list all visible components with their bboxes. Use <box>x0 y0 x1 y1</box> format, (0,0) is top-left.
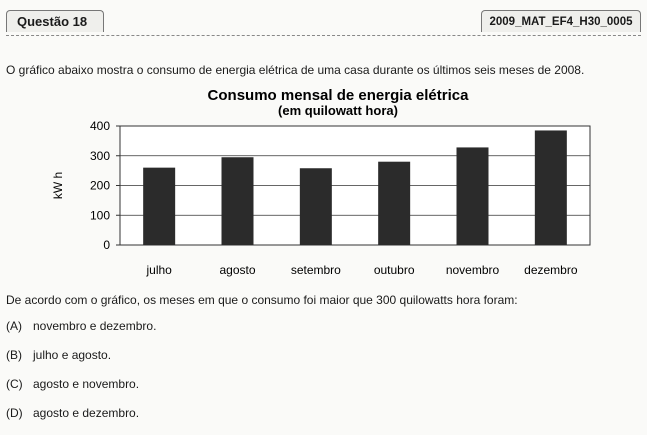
option-a[interactable]: (A) novembro e dezembro. <box>6 319 156 348</box>
option-d[interactable]: (D) agosto e dezembro. <box>6 406 156 435</box>
option-c[interactable]: (C) agosto e novembro. <box>6 377 156 406</box>
chart-subtitle: (em quilowatt hora) <box>278 103 398 118</box>
option-letter: (B) <box>6 348 22 362</box>
bar-novembro <box>456 147 489 245</box>
y-tick-label: 0 <box>103 238 110 252</box>
y-axis-label: kW h <box>51 172 65 199</box>
option-b[interactable]: (B) julho e agosto. <box>6 348 156 377</box>
y-tick-label: 200 <box>90 179 110 193</box>
bar-dezembro <box>534 130 567 245</box>
x-tick-label: setembro <box>291 263 341 277</box>
y-tick-label: 400 <box>90 119 110 133</box>
bar-outubro <box>378 161 411 245</box>
x-tick-label: novembro <box>446 263 500 277</box>
x-tick-label: agosto <box>219 263 255 277</box>
x-tick-label: dezembro <box>524 263 578 277</box>
intro-text: O gráfico abaixo mostra o consumo de ene… <box>6 63 585 77</box>
y-tick-label: 100 <box>90 208 110 222</box>
option-letter: (A) <box>6 319 22 333</box>
question-code-tab: 2009_MAT_EF4_H30_0005 <box>481 10 641 32</box>
energy-consumption-chart: Consumo mensal de energia elétrica(em qu… <box>51 87 591 277</box>
x-tick-label: outubro <box>374 263 415 277</box>
option-text: agosto e dezembro. <box>33 406 140 420</box>
bar-agosto <box>221 157 254 245</box>
question-text: De acordo com o gráfico, os meses em que… <box>6 293 518 307</box>
bar-julho <box>143 167 176 245</box>
question-header: Questão 18 2009_MAT_EF4_H30_0005 <box>6 10 641 36</box>
option-text: novembro e dezembro. <box>33 319 157 333</box>
answer-options: (A) novembro e dezembro. (B) julho e agost… <box>6 319 156 435</box>
bar-setembro <box>299 168 332 245</box>
question-number-tab: Questão 18 <box>6 10 104 32</box>
header-divider <box>6 35 641 36</box>
option-text: julho e agosto. <box>33 348 112 362</box>
option-letter: (D) <box>6 406 23 420</box>
chart-title: Consumo mensal de energia elétrica <box>208 87 470 104</box>
y-tick-label: 300 <box>90 149 110 163</box>
option-text: agosto e novembro. <box>33 377 140 391</box>
option-letter: (C) <box>6 377 23 391</box>
x-tick-label: julho <box>145 263 172 277</box>
